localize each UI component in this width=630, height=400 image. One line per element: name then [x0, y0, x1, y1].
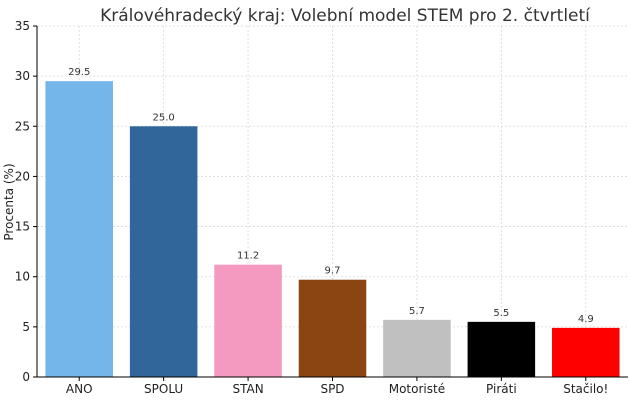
y-tick-label: 5 [22, 320, 30, 334]
y-tick-label: 0 [22, 370, 30, 384]
data-label: 4.9 [578, 314, 594, 325]
y-tick-label: 10 [15, 270, 30, 284]
y-tick-label: 30 [15, 69, 30, 83]
x-tick-label: Piráti [486, 382, 517, 396]
y-tick-label: 15 [15, 220, 30, 234]
y-tick-label: 20 [15, 169, 30, 183]
bar-spd [298, 279, 367, 377]
chart-title: Královéhradecký kraj: Volební model STEM… [100, 6, 591, 26]
x-tick-label: Motoristé [389, 382, 445, 396]
y-tick-label: 35 [15, 19, 30, 33]
bar-pir-ti [467, 321, 536, 377]
bar-motorist [383, 319, 451, 377]
data-label: 5.7 [409, 306, 425, 317]
bar-stan [214, 264, 282, 377]
x-tick-label: ANO [66, 382, 93, 396]
x-tick-label: SPOLU [144, 382, 183, 396]
data-label: 9.7 [325, 266, 341, 277]
data-label: 5.5 [493, 308, 509, 319]
bar-spolu [129, 126, 198, 378]
bars [45, 81, 620, 378]
x-tick-label: STAN [232, 382, 263, 396]
axes [33, 25, 628, 381]
data-label: 25.0 [153, 112, 175, 123]
data-label: 29.5 [68, 67, 90, 78]
labels: 0 5 10 15 20 25 30 35 29.5 ANO 25.0 SPOLU 11.2 STAN 9.… [15, 19, 609, 396]
bar-sta-ilo [552, 327, 620, 377]
x-tick-label: Stačilo! [563, 382, 608, 396]
y-axis-label: Procenta (%) [2, 163, 16, 240]
x-tick-label: SPD [320, 382, 344, 396]
y-tick-label: 25 [15, 119, 30, 133]
bar-ano [45, 81, 113, 378]
data-label: 11.2 [237, 251, 259, 262]
